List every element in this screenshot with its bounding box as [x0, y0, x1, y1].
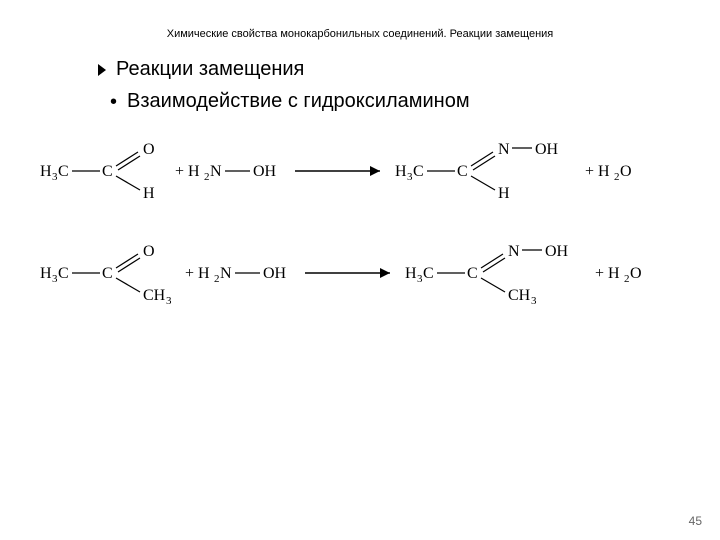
arrow-bullet-icon: [98, 64, 106, 76]
svg-text:OH: OH: [545, 243, 569, 260]
reaction-1-svg: H 3 C C O H + H 2 N OH: [40, 138, 680, 202]
svg-text:H: H: [143, 185, 155, 202]
svg-text:2: 2: [624, 273, 630, 285]
svg-text:+ H: + H: [585, 163, 610, 180]
svg-text:+ H: + H: [175, 163, 200, 180]
svg-text:3: 3: [166, 295, 172, 307]
svg-text:N: N: [220, 265, 232, 282]
bullet-text-1: Взаимодействие с гидроксиламином: [127, 90, 470, 113]
reaction-2: H 3 C C O CH 3 + H 2 N OH: [40, 240, 680, 308]
svg-text:O: O: [143, 243, 155, 260]
svg-text:C: C: [423, 265, 434, 282]
svg-text:H: H: [40, 265, 52, 282]
bullet-text-0: Реакции замещения: [116, 58, 304, 81]
svg-text:2: 2: [614, 171, 620, 183]
svg-text:OH: OH: [535, 141, 559, 158]
svg-text:C: C: [467, 265, 478, 282]
svg-text:C: C: [413, 163, 424, 180]
reaction-1: H 3 C C O H + H 2 N OH: [40, 138, 680, 202]
slide: Химические свойства монокарбонильных сое…: [0, 0, 720, 540]
page-number: 45: [689, 514, 702, 528]
svg-text:CH: CH: [143, 287, 166, 304]
reaction-2-svg: H 3 C C O CH 3 + H 2 N OH: [40, 240, 680, 308]
svg-text:N: N: [210, 163, 222, 180]
svg-text:O: O: [620, 163, 632, 180]
svg-text:3: 3: [531, 295, 537, 307]
svg-text:+ H: + H: [185, 265, 210, 282]
svg-text:H: H: [405, 265, 417, 282]
svg-text:O: O: [143, 141, 155, 158]
bullet-row-1: • Взаимодействие с гидроксиламином: [110, 90, 470, 113]
svg-text:C: C: [457, 163, 468, 180]
svg-text:OH: OH: [263, 265, 287, 282]
svg-text:H: H: [40, 163, 52, 180]
svg-text:CH: CH: [508, 287, 531, 304]
svg-text:C: C: [102, 265, 113, 282]
svg-text:2: 2: [204, 171, 210, 183]
svg-text:H: H: [395, 163, 407, 180]
svg-text:O: O: [630, 265, 642, 282]
svg-text:N: N: [508, 243, 520, 260]
svg-text:N: N: [498, 141, 510, 158]
svg-text:C: C: [58, 265, 69, 282]
svg-text:C: C: [102, 163, 113, 180]
svg-text:+ H: + H: [595, 265, 620, 282]
svg-text:2: 2: [214, 273, 220, 285]
slide-title: Химические свойства монокарбонильных сое…: [0, 28, 720, 40]
svg-text:C: C: [58, 163, 69, 180]
svg-text:OH: OH: [253, 163, 277, 180]
bullet-row-0: Реакции замещения: [98, 58, 304, 81]
svg-text:H: H: [498, 185, 510, 202]
dot-bullet-icon: •: [110, 92, 117, 112]
